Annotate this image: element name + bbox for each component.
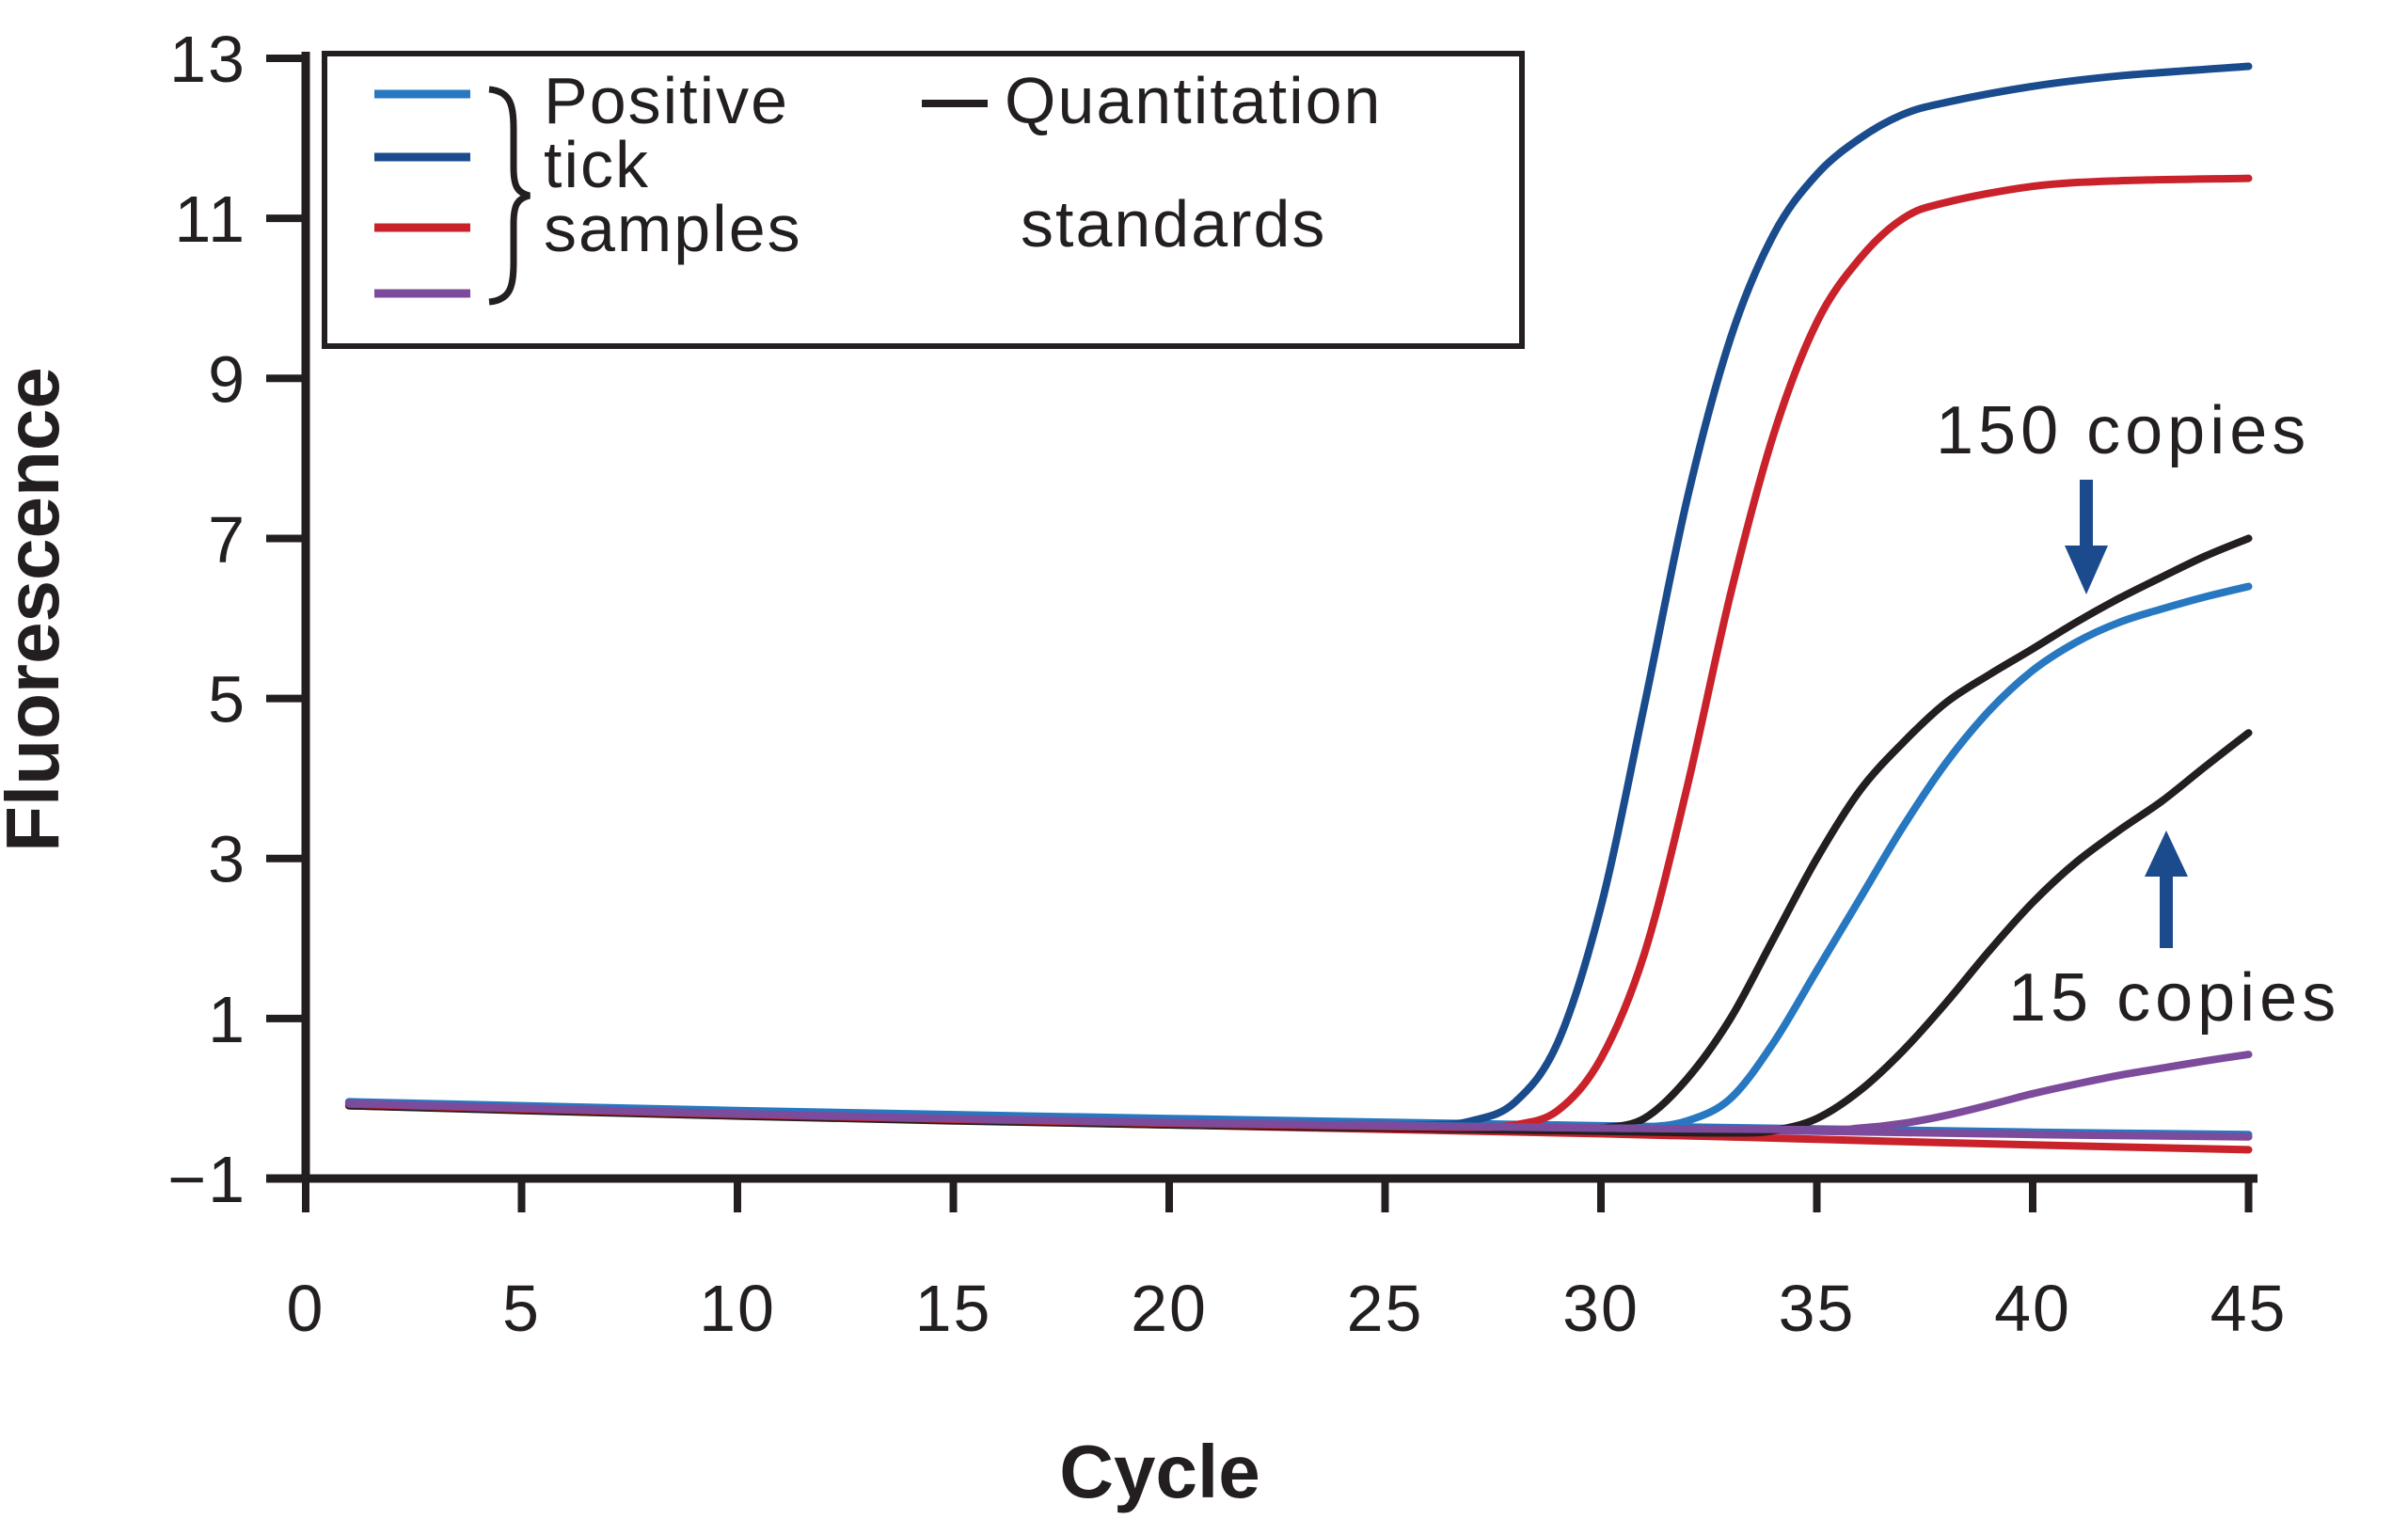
y-tick-label: 5 [208,663,246,736]
curve-tick-sample-lightblue [344,582,2253,1132]
legend-samples-line1: Positive [544,64,789,137]
axis-titles: Fluorescence Cycle [0,367,1260,1513]
x-tick-label: 25 [1347,1272,1424,1345]
series-curves [344,62,2253,1154]
curve-standard-15-copies [344,729,2253,1137]
x-tick-label: 20 [1131,1272,1208,1345]
y-tick-label: −1 [167,1143,246,1216]
x-tick-label: 0 [287,1272,325,1345]
y-tick-label: 9 [208,342,246,416]
x-axis-title: Cycle [1059,1430,1259,1513]
legend-standards-line2: standards [1021,187,1326,261]
annotations: 150 copies 15 copies [1936,393,2340,1036]
y-tick-label: 13 [169,23,246,96]
y-tick-label: 11 [174,182,246,256]
curve-tick-sample-purple [344,1051,2253,1134]
x-tick-label: 35 [1779,1272,1856,1345]
x-tick-label: 40 [1994,1272,2071,1345]
curve-standard-150-copies [344,534,2253,1134]
legend-samples-line2: tick [544,128,650,201]
y-tick-label: 1 [208,983,246,1056]
y-tick-label: 7 [208,502,246,576]
arrow-up-15-copies [2145,831,2188,948]
annotation-150-copies-label: 150 copies [1936,393,2310,468]
legend-sample-swatches [374,89,470,298]
legend-brace [488,86,531,306]
legend: Positive tick samples Quantitation stand… [322,51,1525,349]
legend-standards-line1: Quantitation [1005,64,1382,137]
y-tick-label: 3 [208,823,246,896]
arrow-down-150-copies [2065,480,2108,594]
axes: 13 11 9 7 5 3 1 −1 0 5 10 15 20 25 30 35 40 45 [167,23,2288,1345]
x-tick-label: 30 [1562,1272,1640,1345]
x-tick-label: 5 [502,1272,541,1345]
annotation-15-copies-label: 15 copies [2008,960,2340,1036]
y-axis-title: Fluorescence [0,367,74,852]
x-tick-label: 10 [699,1272,776,1345]
x-tick-label: 45 [2210,1272,2288,1345]
legend-samples-line3: samples [544,192,802,265]
x-tick-label: 15 [915,1272,992,1345]
